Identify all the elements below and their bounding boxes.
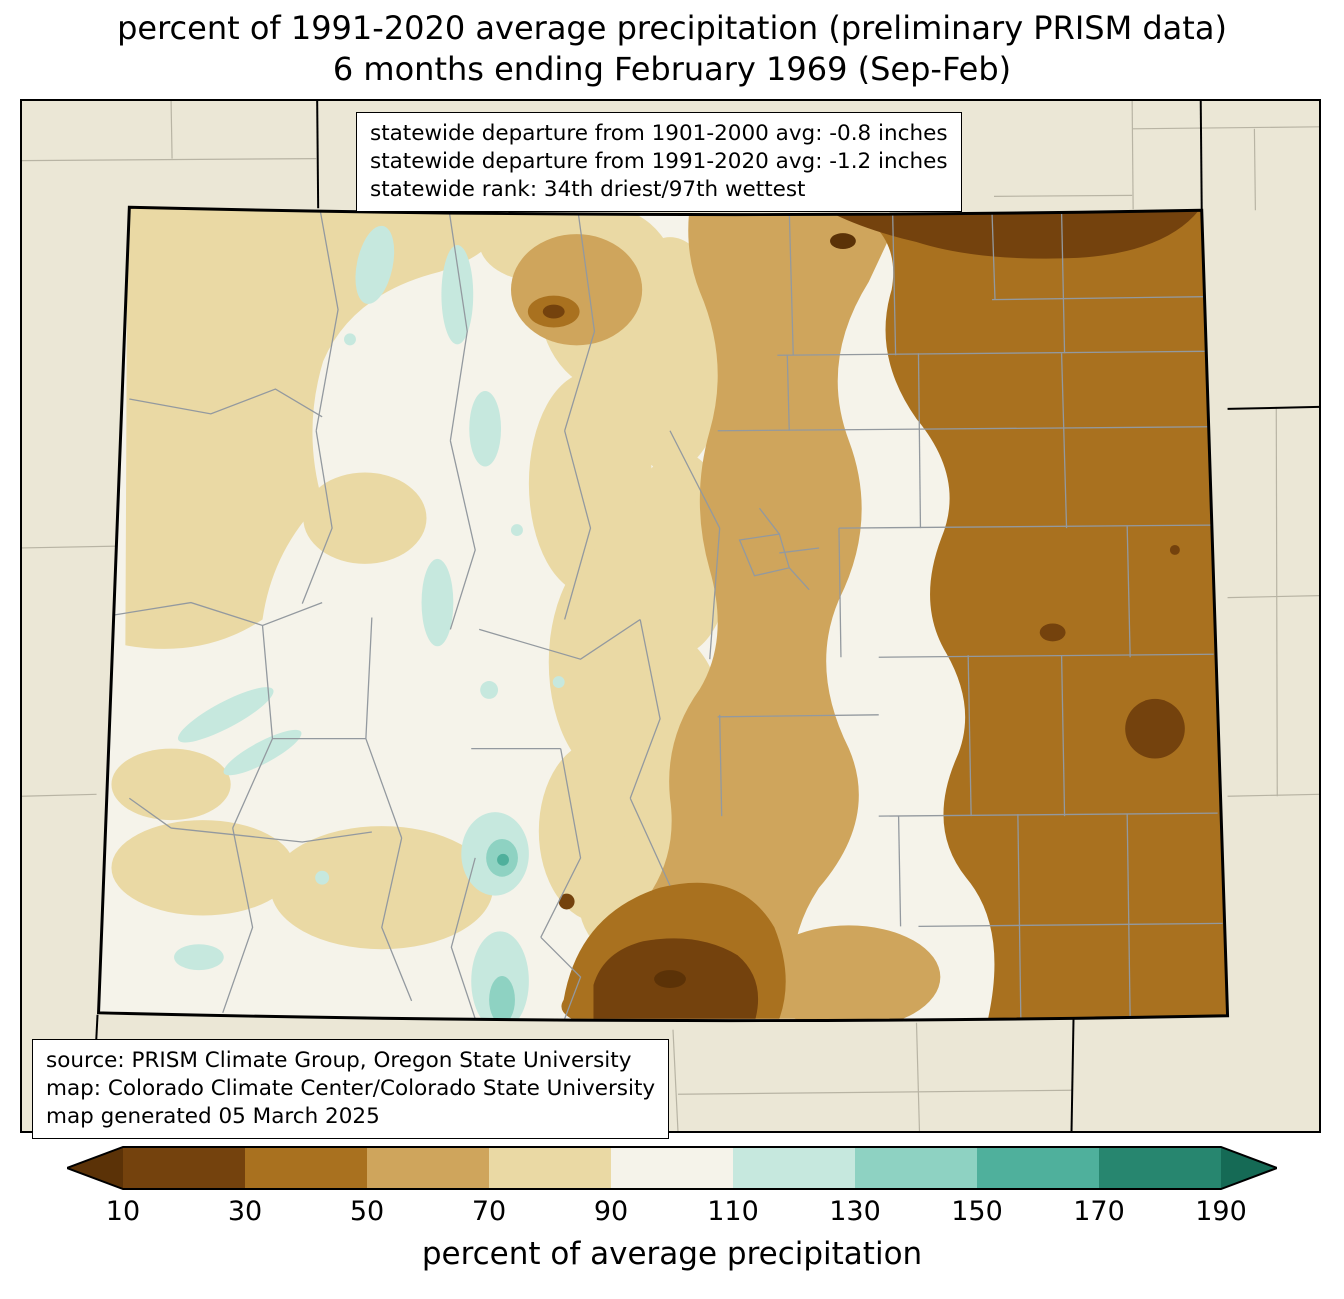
colorbar-tick-10: 10 xyxy=(105,1196,141,1227)
colorbar-right-arrow xyxy=(1221,1147,1277,1189)
stats-line3: statewide rank: 34th driest/97th wettest xyxy=(370,176,806,202)
county-lines xyxy=(98,210,1223,1019)
colorbar-ticks: 10 30 50 70 90 110 130 150 170 190 xyxy=(67,1196,1277,1230)
colorbar-tick-90: 90 xyxy=(593,1196,629,1227)
colorado-state-border xyxy=(96,205,1230,1023)
colorbar-label: percent of average precipitation xyxy=(421,1236,923,1272)
map-title: percent of 1991-2020 average precipitati… xyxy=(0,8,1344,90)
precip-lt10-spots xyxy=(654,233,856,988)
stats-box: statewide departure from 1901-2000 avg: … xyxy=(356,112,962,212)
title-line1: percent of 1991-2020 average precipitati… xyxy=(117,9,1227,47)
colorbar-segment-10-30 xyxy=(123,1147,245,1189)
source-line2: map: Colorado Climate Center/Colorado St… xyxy=(46,1075,656,1101)
stats-line2: statewide departure from 1991-2020 avg: … xyxy=(370,148,948,174)
colorbar-segments xyxy=(123,1147,1221,1189)
colorbar-tick-190: 190 xyxy=(1195,1196,1247,1227)
colorbar-segment-150-170 xyxy=(977,1147,1099,1189)
colorbar-tick-130: 130 xyxy=(829,1196,881,1227)
colorbar-tick-150: 150 xyxy=(951,1196,1003,1227)
colorbar-tick-110: 110 xyxy=(707,1196,759,1227)
colorbar-segment-170-190 xyxy=(1099,1147,1221,1189)
colorbar-tick-50: 50 xyxy=(349,1196,385,1227)
neighbor-county-lines xyxy=(22,101,1319,1131)
colorbar-outline xyxy=(67,1146,1277,1190)
source-line1: source: PRISM Climate Group, Oregon Stat… xyxy=(46,1048,632,1073)
colorbar-segment-70-90 xyxy=(489,1147,611,1189)
colorbar-segment-50-70 xyxy=(367,1147,489,1189)
precip-150-170-spots xyxy=(497,853,509,866)
title-line2: 6 months ending February 1969 (Sep-Feb) xyxy=(332,49,1012,88)
colorbar-segment-130-150 xyxy=(855,1147,977,1189)
stats-line1: statewide departure from 1901-2000 avg: … xyxy=(370,121,948,146)
source-box: source: PRISM Climate Group, Oregon Stat… xyxy=(32,1039,670,1139)
colorbar-tick-30: 30 xyxy=(227,1196,263,1227)
colorbar-tick-70: 70 xyxy=(471,1196,507,1227)
colorbar-segment-110-130 xyxy=(733,1147,855,1189)
colorbar-bar xyxy=(67,1146,1277,1190)
colorbar-left-arrow xyxy=(67,1147,123,1189)
colorbar-segment-90-110 xyxy=(611,1147,733,1189)
colorbar-segment-30-50 xyxy=(245,1147,367,1189)
colorbar: 10 30 50 70 90 110 130 150 170 190 percent of ave… xyxy=(67,1146,1277,1272)
map-panel: statewide departure from 1901-2000 avg: … xyxy=(20,99,1321,1139)
colorbar-tick-170: 170 xyxy=(1073,1196,1125,1227)
colorado-precipitation-map xyxy=(22,101,1319,1131)
source-line3: map generated 05 March 2025 xyxy=(46,1103,380,1129)
